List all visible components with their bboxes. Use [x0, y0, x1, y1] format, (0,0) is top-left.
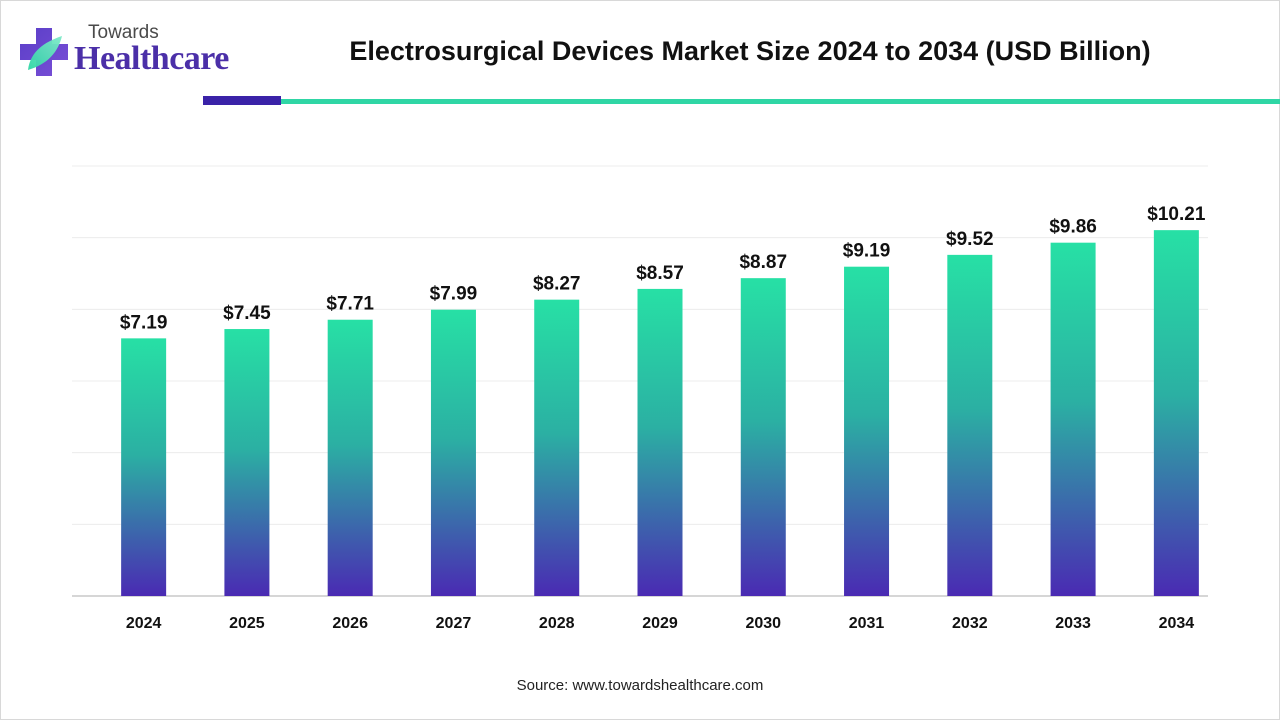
x-tick-label-2034: 2034 — [1159, 615, 1195, 632]
value-label-2028: $8.27 — [533, 274, 581, 295]
x-tick-label-2033: 2033 — [1055, 615, 1091, 632]
value-label-2031: $9.19 — [843, 241, 891, 262]
value-label-2024: $7.19 — [120, 312, 168, 333]
brand-logo: Towards Healthcare — [18, 20, 248, 84]
x-tick-label-2025: 2025 — [229, 615, 265, 632]
value-label-2033: $9.86 — [1049, 217, 1097, 238]
x-tick-label-2028: 2028 — [539, 615, 575, 632]
source-note: Source: www.towardshealthcare.com — [516, 677, 764, 694]
x-tick-label-2026: 2026 — [332, 615, 368, 632]
chart-title: Electrosurgical Devices Market Size 2024… — [349, 36, 1151, 66]
value-label-2034: $10.21 — [1147, 204, 1206, 225]
bar-2032 — [947, 254, 993, 596]
brand-name-small: Towards — [88, 22, 159, 43]
bar-2030 — [740, 278, 786, 596]
value-label-2029: $8.57 — [636, 263, 684, 284]
bars — [121, 230, 1199, 596]
bar-2026 — [327, 319, 373, 596]
value-label-2032: $9.52 — [946, 229, 994, 250]
medical-cross-icon — [20, 28, 68, 76]
title-underline-accent — [203, 96, 281, 105]
title-underline — [281, 99, 1280, 104]
bar-2024 — [121, 338, 167, 596]
x-tick-label-2024: 2024 — [126, 615, 162, 632]
bar-2025 — [224, 329, 270, 596]
brand-name-large: Healthcare — [74, 40, 229, 77]
x-tick-label-2027: 2027 — [436, 615, 472, 632]
bar-2033 — [1050, 242, 1096, 596]
value-label-2030: $8.87 — [739, 252, 787, 273]
bar-2031 — [844, 266, 890, 596]
bar-2029 — [637, 288, 683, 596]
value-label-2025: $7.45 — [223, 303, 271, 324]
bar-2028 — [534, 299, 580, 596]
value-label-2027: $7.99 — [430, 284, 478, 305]
value-labels: $7.19 $7.45 $7.71 $7.99 $8.27 $8.57 $8.87 $9.19… — [120, 204, 1206, 333]
bar-2027 — [430, 309, 476, 596]
bar-2034 — [1153, 230, 1199, 596]
x-tick-label-2032: 2032 — [952, 615, 988, 632]
x-tick-labels: 2024 2025 2026 2027 2028 2029 2030 2031 2032 2033… — [126, 615, 1194, 632]
value-label-2026: $7.71 — [326, 294, 374, 315]
x-tick-label-2029: 2029 — [642, 615, 678, 632]
x-tick-label-2030: 2030 — [745, 615, 781, 632]
x-tick-label-2031: 2031 — [849, 615, 885, 632]
